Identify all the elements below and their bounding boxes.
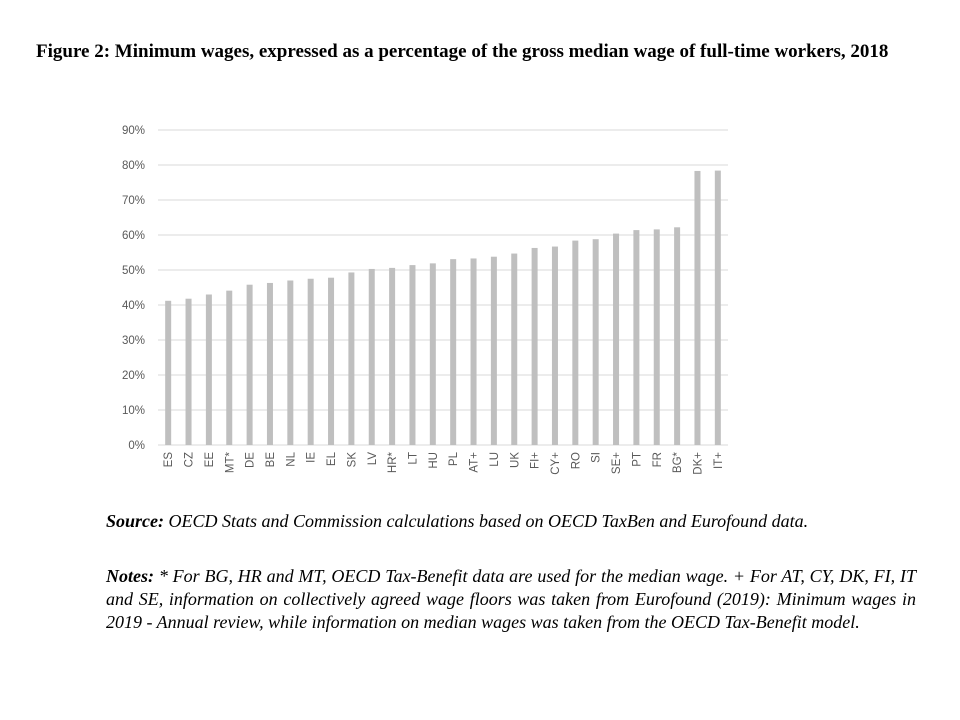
- x-tick-label: AT+: [469, 452, 481, 473]
- bar: [490, 256, 497, 445]
- bar: [328, 277, 335, 445]
- x-tick-label: CY+: [550, 452, 562, 475]
- y-tick-label: 70%: [122, 195, 145, 207]
- x-tick-label: DK+: [692, 452, 704, 475]
- x-tick-label: SE+: [611, 452, 623, 474]
- bar: [409, 265, 416, 445]
- y-tick-label: 10%: [122, 405, 145, 417]
- x-tick-label: LU: [489, 452, 501, 467]
- x-tick-label: NL: [285, 451, 297, 466]
- bar: [572, 240, 579, 445]
- x-tick-label: LV: [367, 452, 379, 466]
- x-tick-label: SK: [346, 452, 358, 468]
- bar: [266, 282, 273, 445]
- x-tick-label: PL: [448, 451, 460, 466]
- bar: [205, 294, 212, 445]
- y-axis-ticks: 0% 10% 20% 30% 40% 50% 60% 70% 80% 90%: [122, 125, 145, 452]
- bar: [368, 268, 375, 445]
- y-tick-label: 80%: [122, 160, 145, 172]
- bar: [226, 290, 233, 445]
- bar: [470, 258, 477, 445]
- x-tick-label: RO: [570, 452, 582, 469]
- y-tick-label: 40%: [122, 300, 145, 312]
- bar: [613, 233, 620, 445]
- notes-label: Notes:: [106, 566, 154, 586]
- x-tick-label: HU: [428, 452, 440, 469]
- bar-chart: 0% 10% 20% 30% 40% 50% 60% 70% 80% 90% ES CZ EE MT* D…: [122, 125, 728, 475]
- y-tick-label: 90%: [122, 125, 145, 137]
- bar: [307, 278, 314, 445]
- x-tick-label: IE: [306, 452, 318, 463]
- x-tick-label: IT+: [713, 452, 725, 469]
- bar: [592, 239, 599, 445]
- x-axis-labels: ES CZ EE MT* DE BE NL IE EL SK LV HR* LT HU PL AT+ LU UK F…: [163, 451, 725, 474]
- x-tick-label: EE: [204, 452, 216, 468]
- x-tick-label: ES: [163, 452, 175, 468]
- bar: [653, 229, 660, 445]
- x-tick-label: DE: [245, 452, 257, 468]
- bar: [694, 170, 701, 445]
- y-tick-label: 20%: [122, 370, 145, 382]
- x-tick-label: BE: [265, 452, 277, 468]
- source-note: Source: OECD Stats and Commission calcul…: [106, 510, 916, 533]
- x-tick-label: MT*: [224, 451, 236, 473]
- bar: [429, 263, 436, 445]
- notes: Notes: * For BG, HR and MT, OECD Tax-Ben…: [106, 565, 916, 634]
- bar: [185, 298, 192, 445]
- bar: [389, 267, 396, 445]
- x-tick-label: FR: [652, 452, 664, 467]
- bar: [551, 246, 558, 445]
- x-tick-label: SI: [591, 452, 603, 463]
- bar: [714, 170, 721, 445]
- bar: [246, 284, 253, 445]
- x-tick-label: CZ: [184, 452, 196, 467]
- x-tick-label: UK: [509, 452, 521, 468]
- y-tick-label: 0%: [128, 440, 145, 452]
- y-tick-label: 50%: [122, 265, 145, 277]
- bar: [165, 300, 172, 445]
- notes-text: * For BG, HR and MT, OECD Tax-Benefit da…: [106, 566, 916, 632]
- source-label: Source:: [106, 511, 164, 531]
- bar: [633, 230, 640, 445]
- x-tick-label: FI+: [530, 452, 542, 469]
- bar: [531, 247, 538, 445]
- bar: [287, 280, 294, 445]
- bar: [674, 227, 681, 445]
- bars: [165, 170, 721, 445]
- bar: [511, 253, 518, 445]
- x-tick-label: PT: [631, 452, 643, 467]
- gridlines: [158, 129, 728, 446]
- x-tick-label: HR*: [387, 451, 399, 473]
- x-tick-label: LT: [407, 452, 419, 465]
- bar: [450, 259, 457, 445]
- figure-title: Figure 2: Minimum wages, expressed as a …: [36, 41, 889, 62]
- x-tick-label: EL: [326, 451, 338, 466]
- y-tick-label: 60%: [122, 230, 145, 242]
- bar: [348, 272, 355, 445]
- source-text: OECD Stats and Commission calculations b…: [164, 511, 809, 531]
- y-tick-label: 30%: [122, 335, 145, 347]
- x-tick-label: BG*: [672, 451, 684, 473]
